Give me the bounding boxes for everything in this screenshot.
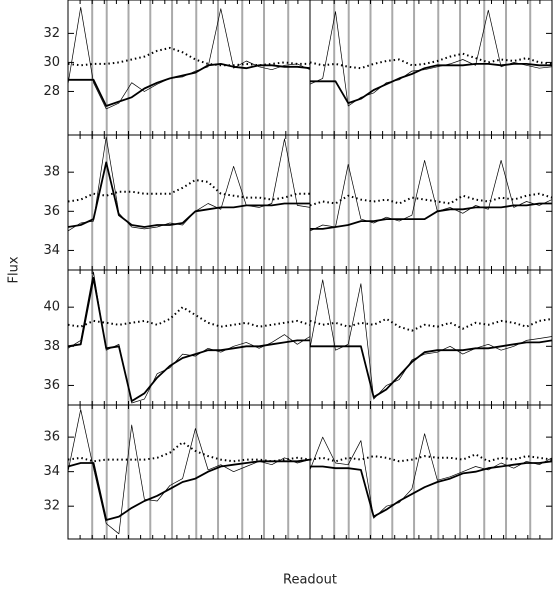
panel-frame <box>309 269 553 406</box>
y-tick-label: 30 <box>43 55 60 70</box>
series-line <box>67 441 311 463</box>
y-tick-label: 32 <box>43 26 60 41</box>
series-line <box>310 339 553 399</box>
series-line <box>310 460 553 518</box>
series-line <box>67 6 311 110</box>
panel-frame <box>67 0 311 136</box>
y-tick-label: 32 <box>43 499 60 514</box>
series-line <box>67 46 310 67</box>
y-tick-label: 34 <box>43 243 60 258</box>
series-line <box>67 276 310 402</box>
series-line <box>67 161 310 228</box>
series-line <box>309 279 553 400</box>
y-tick-label: 28 <box>43 84 60 99</box>
y-tick-label: 38 <box>43 165 60 180</box>
series-line <box>67 179 310 203</box>
panel-frame <box>67 404 311 540</box>
series-line <box>67 306 311 328</box>
series-line <box>67 271 311 404</box>
y-tick-label: 36 <box>43 204 60 219</box>
panel-frame <box>67 134 311 271</box>
series-line <box>309 192 553 207</box>
series-line <box>309 52 553 70</box>
panel-frame <box>309 134 553 271</box>
y-axis-label: Flux <box>7 256 22 283</box>
series-line <box>309 453 553 463</box>
series-line <box>309 160 553 232</box>
series-line <box>309 433 553 519</box>
series-line <box>310 202 552 230</box>
series-line <box>67 409 311 535</box>
series-line <box>67 458 311 521</box>
series-line <box>309 317 553 332</box>
y-tick-label: 40 <box>43 300 60 315</box>
y-tick-label: 36 <box>43 378 60 393</box>
series-line <box>309 9 553 107</box>
series-line <box>310 63 552 104</box>
y-tick-label: 38 <box>43 339 60 354</box>
x-axis-label: Readout <box>283 573 337 588</box>
y-tick-label: 34 <box>43 464 60 479</box>
y-tick-label: 36 <box>43 430 60 445</box>
series-line <box>68 63 311 107</box>
panel-frame <box>309 404 553 540</box>
